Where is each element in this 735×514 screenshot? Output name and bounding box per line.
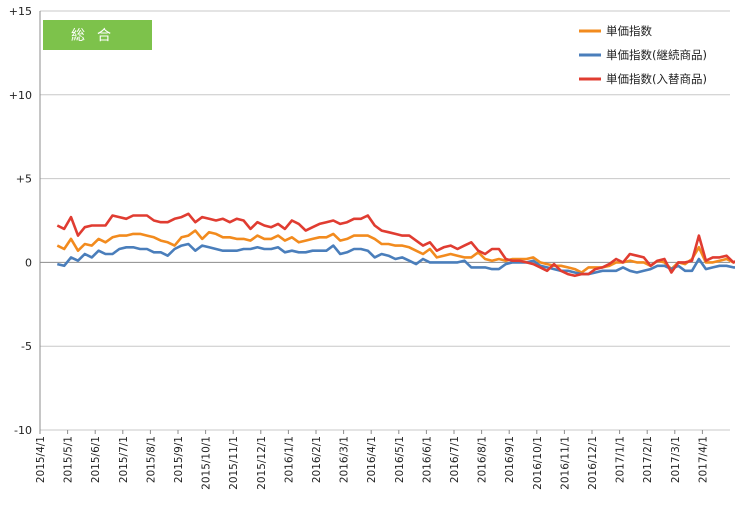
x-tick-label: 2016/11/1	[559, 436, 571, 490]
legend-label-replaced: 単価指数(入替商品)	[606, 72, 707, 86]
x-tick-label: 2016/9/1	[504, 436, 516, 483]
x-axis: 2015/4/1 2015/5/1 2015/6/1 2015/7/1 2015/8/1…	[35, 430, 709, 490]
x-tick-label: 2015/7/1	[118, 436, 130, 483]
y-tick-label: +15	[9, 5, 32, 18]
x-tick-label: 2016/3/1	[339, 436, 351, 483]
x-tick-label: 2016/1/1	[283, 436, 295, 483]
x-tick-label: 2016/6/1	[421, 436, 433, 483]
title-badge-background	[43, 20, 152, 50]
x-tick-label: 2015/5/1	[63, 436, 75, 483]
y-tick-label: 0	[25, 256, 32, 269]
x-tick-label: 2016/10/1	[532, 436, 544, 490]
y-tick-label: +10	[9, 89, 32, 102]
x-tick-label: 2015/12/1	[256, 436, 268, 490]
x-tick-label: 2015/11/1	[228, 436, 240, 490]
series-layer	[56, 212, 735, 278]
x-tick-label: 2016/2/1	[311, 436, 323, 483]
x-tick-label: 2016/12/1	[587, 436, 599, 490]
series-line-continuing	[56, 242, 735, 276]
x-tick-label: 2015/8/1	[145, 436, 157, 483]
x-tick-label: 2016/7/1	[449, 436, 461, 483]
x-tick-label: 2017/3/1	[670, 436, 682, 483]
title-badge: 総合	[43, 20, 152, 50]
x-tick-label: 2015/6/1	[90, 436, 102, 483]
x-tick-label: 2015/9/1	[173, 436, 185, 483]
y-tick-label: -5	[21, 340, 32, 353]
x-tick-label: 2016/4/1	[366, 436, 378, 483]
x-tick-label: 2017/1/1	[615, 436, 627, 483]
title-badge-label: 総合	[71, 28, 123, 44]
x-tick-label: 2017/4/1	[697, 436, 709, 483]
y-tick-label: -10	[14, 424, 32, 437]
legend-label-unit-price: 単価指数	[606, 24, 652, 38]
x-tick-label: 2017/2/1	[642, 436, 654, 483]
x-tick-label: 2015/10/1	[201, 436, 213, 490]
legend: 単価指数 単価指数(継続商品) 単価指数(入替商品)	[579, 24, 707, 86]
x-tick-label: 2016/8/1	[477, 436, 489, 483]
legend-label-continuing: 単価指数(継続商品)	[606, 48, 707, 62]
y-axis: +15 +10 +5 0 -5 -10	[9, 5, 32, 437]
y-tick-label: +5	[16, 173, 32, 186]
series-line-replaced	[56, 212, 735, 278]
x-tick-label: 2016/5/1	[394, 436, 406, 483]
x-tick-label: 2015/4/1	[35, 436, 47, 483]
grid-layer	[39, 10, 730, 431]
